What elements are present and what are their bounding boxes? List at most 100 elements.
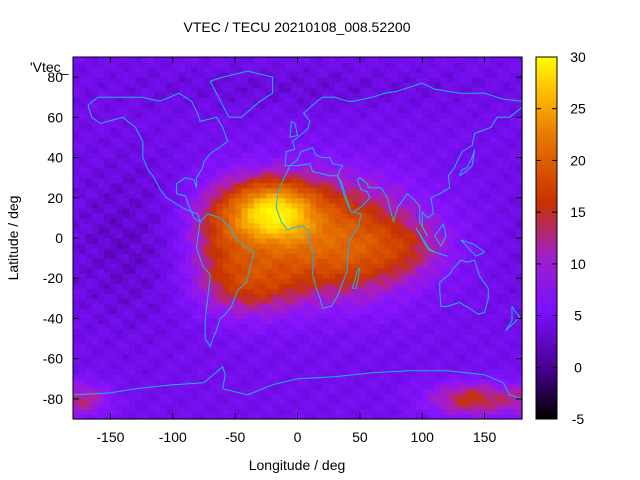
heatmap-cell [453,112,461,118]
heatmap-cell [203,398,211,405]
heatmap-cell [478,243,486,249]
heatmap-cell [453,157,461,164]
heatmap-cell [497,303,504,309]
heatmap-cell [278,137,286,144]
heatmap-cell [247,122,255,128]
heatmap-cell [166,207,174,214]
heatmap-cell [403,298,411,304]
heatmap-cell [434,147,442,154]
heatmap-cell [403,343,411,350]
heatmap-cell [104,383,112,390]
heatmap-cell [235,288,242,294]
heatmap-cell [453,413,461,420]
heatmap-cell [210,293,218,299]
heatmap-cell [384,258,392,264]
heatmap-cell [241,363,249,370]
heatmap-cell [91,263,99,269]
heatmap-cell [79,283,87,289]
heatmap-cell [465,87,473,93]
heatmap-cell [384,313,392,320]
heatmap-cell [478,388,486,395]
heatmap-cell [497,112,504,118]
heatmap-cell [415,172,423,179]
heatmap-cell [440,293,448,299]
heatmap-cell [141,403,149,410]
heatmap-cell [85,232,93,239]
heatmap-cell [166,398,174,405]
heatmap-cell [85,67,93,73]
heatmap-cell [110,207,118,214]
heatmap-cell [403,102,411,108]
heatmap-cell [447,207,455,214]
heatmap-cell [484,167,492,174]
heatmap-cell [222,192,230,199]
heatmap-cell [490,303,498,309]
heatmap-cell [503,117,511,123]
heatmap-cell [79,383,87,390]
heatmap-cell [366,162,373,169]
heatmap-cell [497,207,504,214]
heatmap-cell [372,182,380,189]
heatmap-cell [353,222,361,229]
heatmap-cell [334,192,342,199]
heatmap-cell [397,187,405,194]
heatmap-cell [497,278,504,284]
heatmap-cell [378,227,386,234]
heatmap-cell [197,238,205,244]
heatmap-cell [384,268,392,274]
heatmap-cell [172,87,180,93]
heatmap-cell [97,202,105,209]
heatmap-cell [272,202,280,209]
heatmap-cell [465,263,473,269]
heatmap-cell [372,72,380,78]
heatmap-cell [79,398,87,405]
heatmap-cell [116,243,124,249]
heatmap-cell [185,172,193,179]
heatmap-cell [266,248,274,254]
heatmap-cell [110,112,118,118]
heatmap-cell [147,323,155,330]
heatmap-cell [235,268,242,274]
heatmap-cell [497,227,504,234]
heatmap-cell [116,338,124,345]
heatmap-cell [260,278,267,284]
heatmap-cell [241,82,249,88]
heatmap-cell [260,112,267,118]
heatmap-cell [503,167,511,174]
heatmap-cell [110,273,118,279]
heatmap-cell [241,172,249,179]
heatmap-cell [497,363,504,370]
heatmap-cell [440,263,448,269]
heatmap-cell [453,243,461,249]
heatmap-cell [85,328,93,335]
heatmap-cell [122,388,130,395]
heatmap-cell [465,278,473,284]
heatmap-cell [397,303,405,309]
heatmap-cell [79,97,87,103]
heatmap-cell [309,212,317,219]
heatmap-cell [422,408,430,415]
heatmap-cell [141,162,149,169]
heatmap-cell [391,323,398,330]
heatmap-cell [503,298,511,304]
heatmap-cell [166,127,174,134]
heatmap-cell [316,358,324,365]
heatmap-cell [147,142,155,149]
heatmap-cell [241,248,249,254]
heatmap-cell [285,348,292,355]
heatmap-cell [347,217,355,224]
heatmap-cell [285,187,292,194]
heatmap-cell [147,137,155,144]
heatmap-cell [216,318,224,325]
heatmap-cell [172,217,180,224]
heatmap-cell [129,298,136,304]
heatmap-cell [141,298,149,304]
heatmap-cell [453,207,461,214]
heatmap-cell [278,398,286,405]
heatmap-cell [440,122,448,128]
heatmap-cell [378,313,386,320]
heatmap-cell [79,67,87,73]
heatmap-cell [509,383,517,390]
heatmap-cell [297,202,305,209]
heatmap-cell [297,348,305,355]
